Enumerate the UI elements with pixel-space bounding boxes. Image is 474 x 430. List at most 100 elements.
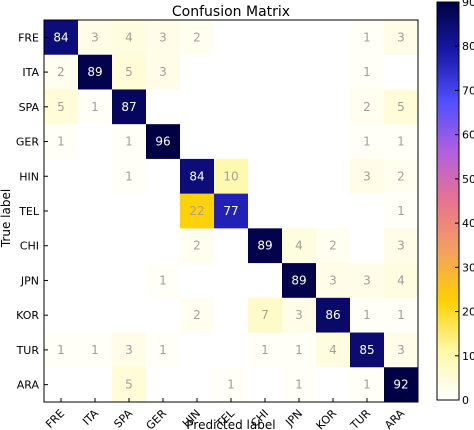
cell-TUR-TUR (350, 332, 385, 368)
x-tick-label: SPA (111, 407, 135, 430)
matrix-cells: 84 3 4 3 2 1 32 89 5 3 15 1 87 2 51 1 96 1 11 84 10 3 222 77 12 8… (44, 20, 419, 403)
cell-SPA-FRE (44, 89, 79, 125)
y-tick-label: ARA (17, 379, 40, 392)
cell-value: 1 (363, 135, 371, 149)
cell-JPN-FRE (44, 263, 79, 299)
x-tick-label: JPN (282, 407, 305, 430)
x-tick-label: KOR (314, 407, 340, 430)
cell-SPA-TUR (350, 89, 385, 125)
cell-GER-JPN (282, 124, 317, 160)
cell-TEL-GER (146, 193, 181, 229)
cell-ARA-GER (146, 367, 181, 403)
cell-value: 3 (159, 65, 167, 79)
cell-CHI-GER (146, 228, 181, 264)
cell-GER-GER (146, 124, 181, 160)
cell-KOR-CHI (248, 297, 283, 333)
cell-KOR-JPN (282, 297, 317, 333)
cell-value: 3 (363, 273, 371, 287)
cell-value: 1 (363, 65, 371, 79)
cell-SPA-TEL (214, 89, 249, 125)
cell-value: 89 (87, 65, 102, 79)
cell-KOR-ARA (384, 297, 419, 333)
cell-CHI-SPA (112, 228, 147, 264)
colorbar-tick-label: 10 (462, 350, 474, 363)
y-axis-label: True label (0, 189, 13, 248)
cell-ARA-JPN (282, 367, 317, 403)
cell-KOR-TEL (214, 297, 249, 333)
cell-value: 1 (159, 273, 167, 287)
cell-GER-ITA (78, 124, 113, 160)
x-tick-label: ITA (80, 407, 101, 428)
colorbar-tick-label: 70 (462, 84, 474, 97)
cell-GER-HIN (180, 124, 215, 160)
cell-TEL-SPA (112, 193, 147, 229)
cell-TEL-JPN (282, 193, 317, 229)
cell-SPA-ARA (384, 89, 419, 125)
cell-HIN-GER (146, 158, 181, 195)
cell-value: 1 (125, 169, 133, 183)
cell-value: 1 (125, 135, 133, 149)
cell-TUR-ARA (384, 332, 419, 368)
colorbar-tick-label: 90 (462, 0, 474, 9)
cell-ARA-CHI (248, 367, 283, 403)
cell-HIN-TEL (214, 158, 249, 195)
cell-HIN-KOR (316, 158, 351, 195)
cell-ITA-GER (146, 54, 181, 90)
cell-value: 3 (397, 239, 405, 253)
colorbar-tick-label: 40 (462, 217, 474, 230)
y-tick-label: TEL (18, 205, 40, 218)
cell-value: 1 (57, 343, 65, 357)
cell-JPN-HIN (180, 263, 215, 299)
cell-KOR-FRE (44, 297, 79, 333)
cell-JPN-KOR (316, 263, 351, 299)
cell-TEL-ARA (384, 193, 419, 229)
cell-TEL-CHI (248, 193, 283, 229)
cell-value: 22 (189, 204, 204, 218)
cell-value: 2 (193, 239, 201, 253)
cell-HIN-FRE (44, 158, 79, 195)
cell-SPA-KOR (316, 89, 351, 125)
cell-ITA-TEL (214, 54, 249, 90)
colorbar (436, 1, 460, 401)
cell-ARA-TEL (214, 367, 249, 403)
cell-value: 87 (121, 100, 136, 114)
cell-value: 92 (393, 378, 408, 392)
cell-TUR-ITA (78, 332, 113, 368)
cell-JPN-TUR (350, 263, 385, 299)
cell-JPN-JPN (282, 263, 317, 299)
cell-FRE-FRE (44, 20, 79, 56)
cell-GER-CHI (248, 124, 283, 160)
cell-GER-TEL (214, 124, 249, 160)
cell-FRE-SPA (112, 20, 147, 56)
cell-HIN-HIN (180, 158, 215, 195)
cell-TUR-TEL (214, 332, 249, 368)
cell-value: 5 (125, 65, 133, 79)
cell-TUR-SPA (112, 332, 147, 368)
cell-TEL-FRE (44, 193, 79, 229)
cell-CHI-HIN (180, 228, 215, 264)
colorbar-tick-label: 30 (462, 261, 474, 274)
cell-ARA-TUR (350, 367, 385, 403)
cell-value: 3 (329, 273, 337, 287)
cell-value: 5 (57, 100, 65, 114)
cell-HIN-JPN (282, 158, 317, 195)
cell-value: 2 (329, 239, 337, 253)
cell-GER-TUR (350, 124, 385, 160)
cell-value: 1 (397, 204, 405, 218)
y-tick-label: FRE (18, 31, 39, 44)
cell-FRE-TUR (350, 20, 385, 56)
cell-FRE-JPN (282, 20, 317, 56)
x-tick-label: FRE (43, 407, 67, 430)
cell-KOR-HIN (180, 297, 215, 333)
y-tick-label: GER (16, 136, 39, 149)
cell-value: 1 (363, 378, 371, 392)
chart-title: Confusion Matrix (172, 4, 290, 20)
cell-HIN-SPA (112, 158, 147, 195)
cell-ITA-HIN (180, 54, 215, 90)
cell-KOR-SPA (112, 297, 147, 333)
cell-value: 85 (359, 343, 374, 357)
cell-value: 86 (325, 308, 340, 322)
cell-value: 77 (223, 204, 238, 218)
cell-value: 2 (193, 308, 201, 322)
